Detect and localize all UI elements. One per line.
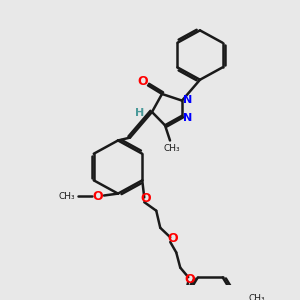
Text: O: O <box>140 192 151 205</box>
Text: CH₃: CH₃ <box>164 144 180 153</box>
Text: N: N <box>183 95 193 105</box>
Text: H: H <box>135 108 145 118</box>
Text: N: N <box>183 113 193 123</box>
Text: O: O <box>138 75 148 88</box>
Text: CH₃: CH₃ <box>59 192 75 201</box>
Text: CH₃: CH₃ <box>249 293 266 300</box>
Text: O: O <box>167 232 178 245</box>
Text: O: O <box>93 190 103 203</box>
Text: O: O <box>184 272 195 286</box>
